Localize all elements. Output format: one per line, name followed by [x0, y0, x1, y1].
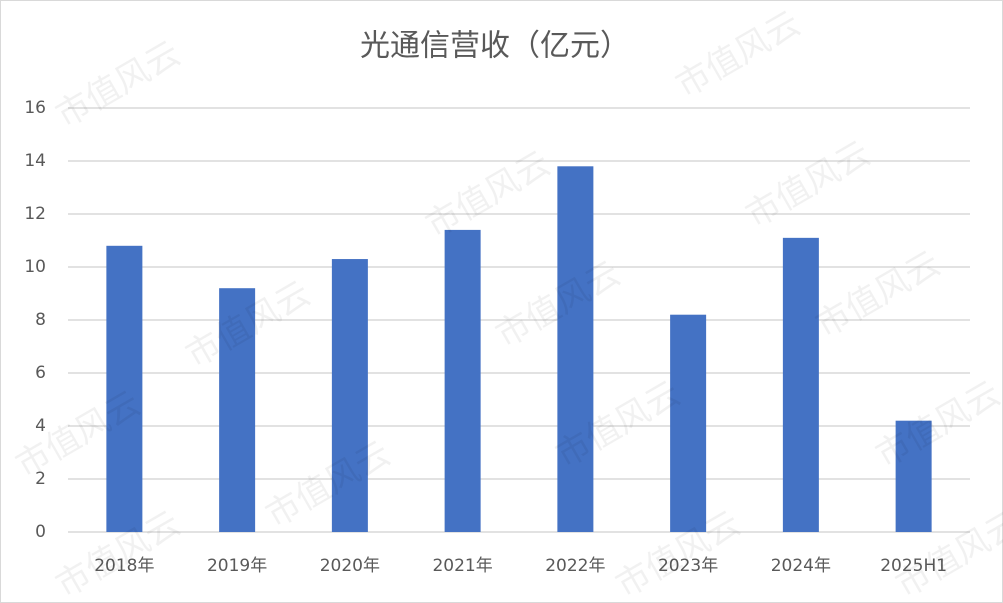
x-tick-label: 2019年: [207, 556, 267, 576]
bar: [670, 314, 707, 532]
x-tick-label: 2020年: [320, 556, 380, 576]
y-tick-label: 12: [24, 204, 46, 224]
bar: [782, 237, 819, 532]
bar: [557, 166, 594, 533]
y-tick-label: 0: [35, 522, 46, 542]
y-tick-label: 10: [24, 257, 46, 277]
bar: [895, 420, 932, 532]
y-tick-label: 2: [35, 469, 46, 489]
bar: [106, 245, 143, 533]
y-tick-label: 14: [24, 151, 46, 171]
bar: [331, 259, 368, 532]
y-tick-label: 6: [35, 363, 46, 383]
bar: [444, 229, 481, 532]
x-tick-label: 2022年: [545, 556, 605, 576]
x-tick-label: 2018年: [94, 556, 154, 576]
x-tick-label: 2021年: [432, 556, 492, 576]
y-tick-label: 4: [35, 416, 46, 436]
x-tick-label: 2025H1: [880, 556, 947, 576]
bar: [219, 288, 256, 532]
y-tick-label: 16: [24, 98, 46, 118]
chart-title: 光通信营收（亿元）: [360, 29, 630, 64]
x-tick-label: 2024年: [771, 556, 831, 576]
x-tick-label: 2023年: [658, 556, 718, 576]
y-tick-label: 8: [35, 310, 46, 330]
